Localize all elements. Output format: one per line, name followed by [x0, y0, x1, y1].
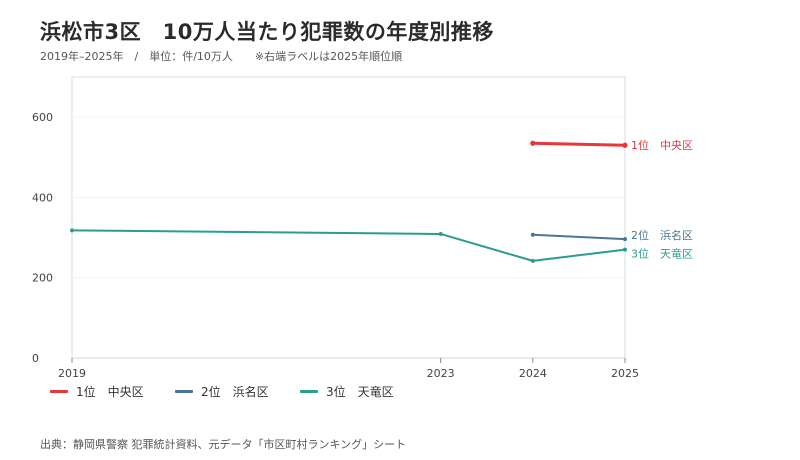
- legend-label: 3位 天竜区: [326, 385, 394, 399]
- series-end-label: 2位 浜名区: [631, 228, 693, 242]
- x-tick-label: 2023: [427, 367, 455, 380]
- series-end-label: 3位 天竜区: [631, 247, 693, 261]
- data-point: [530, 232, 535, 237]
- data-point: [623, 247, 627, 252]
- legend: 1位 中央区 2位 浜名区 3位 天竜区: [50, 383, 425, 400]
- chart-subtitle: 2019年–2025年 / 単位：件/10万人 ※右端ラベルは2025年順位順: [40, 50, 403, 63]
- legend-label: 2位 浜名区: [201, 385, 269, 399]
- data-point: [623, 237, 627, 242]
- series-line: [531, 233, 626, 241]
- series-end-label: 1位 中央区: [631, 138, 693, 152]
- series-line: [71, 229, 626, 262]
- source-note: 出典：静岡県警察 犯罪統計資料、元データ「市区町村ランキング」シート: [40, 438, 407, 451]
- x-tick-label: 2024: [519, 367, 547, 380]
- y-tick-label: 200: [32, 272, 53, 285]
- y-tick-label: 0: [32, 352, 39, 365]
- y-tick-label: 600: [32, 111, 53, 124]
- legend-item-series-2: 3位 天竜区: [300, 383, 425, 400]
- data-point: [70, 228, 74, 233]
- legend-swatch: [50, 390, 68, 393]
- legend-item-series-0: 1位 中央区: [50, 383, 175, 400]
- legend-label: 1位 中央区: [76, 385, 144, 399]
- data-point: [622, 142, 628, 148]
- legend-swatch: [175, 390, 193, 393]
- x-tick-label: 2019: [58, 367, 86, 380]
- legend-item-series-1: 2位 浜名区: [175, 383, 300, 400]
- data-point: [530, 258, 535, 263]
- x-tick-label: 2025: [611, 367, 639, 380]
- data-point: [438, 231, 443, 236]
- legend-swatch: [300, 390, 318, 393]
- chart-title: 浜松市3区 10万人当たり犯罪数の年度別推移: [40, 20, 494, 44]
- y-tick-label: 400: [32, 191, 53, 204]
- series-line: [531, 141, 627, 147]
- plot-frame: [71, 76, 626, 359]
- data-point: [530, 140, 536, 146]
